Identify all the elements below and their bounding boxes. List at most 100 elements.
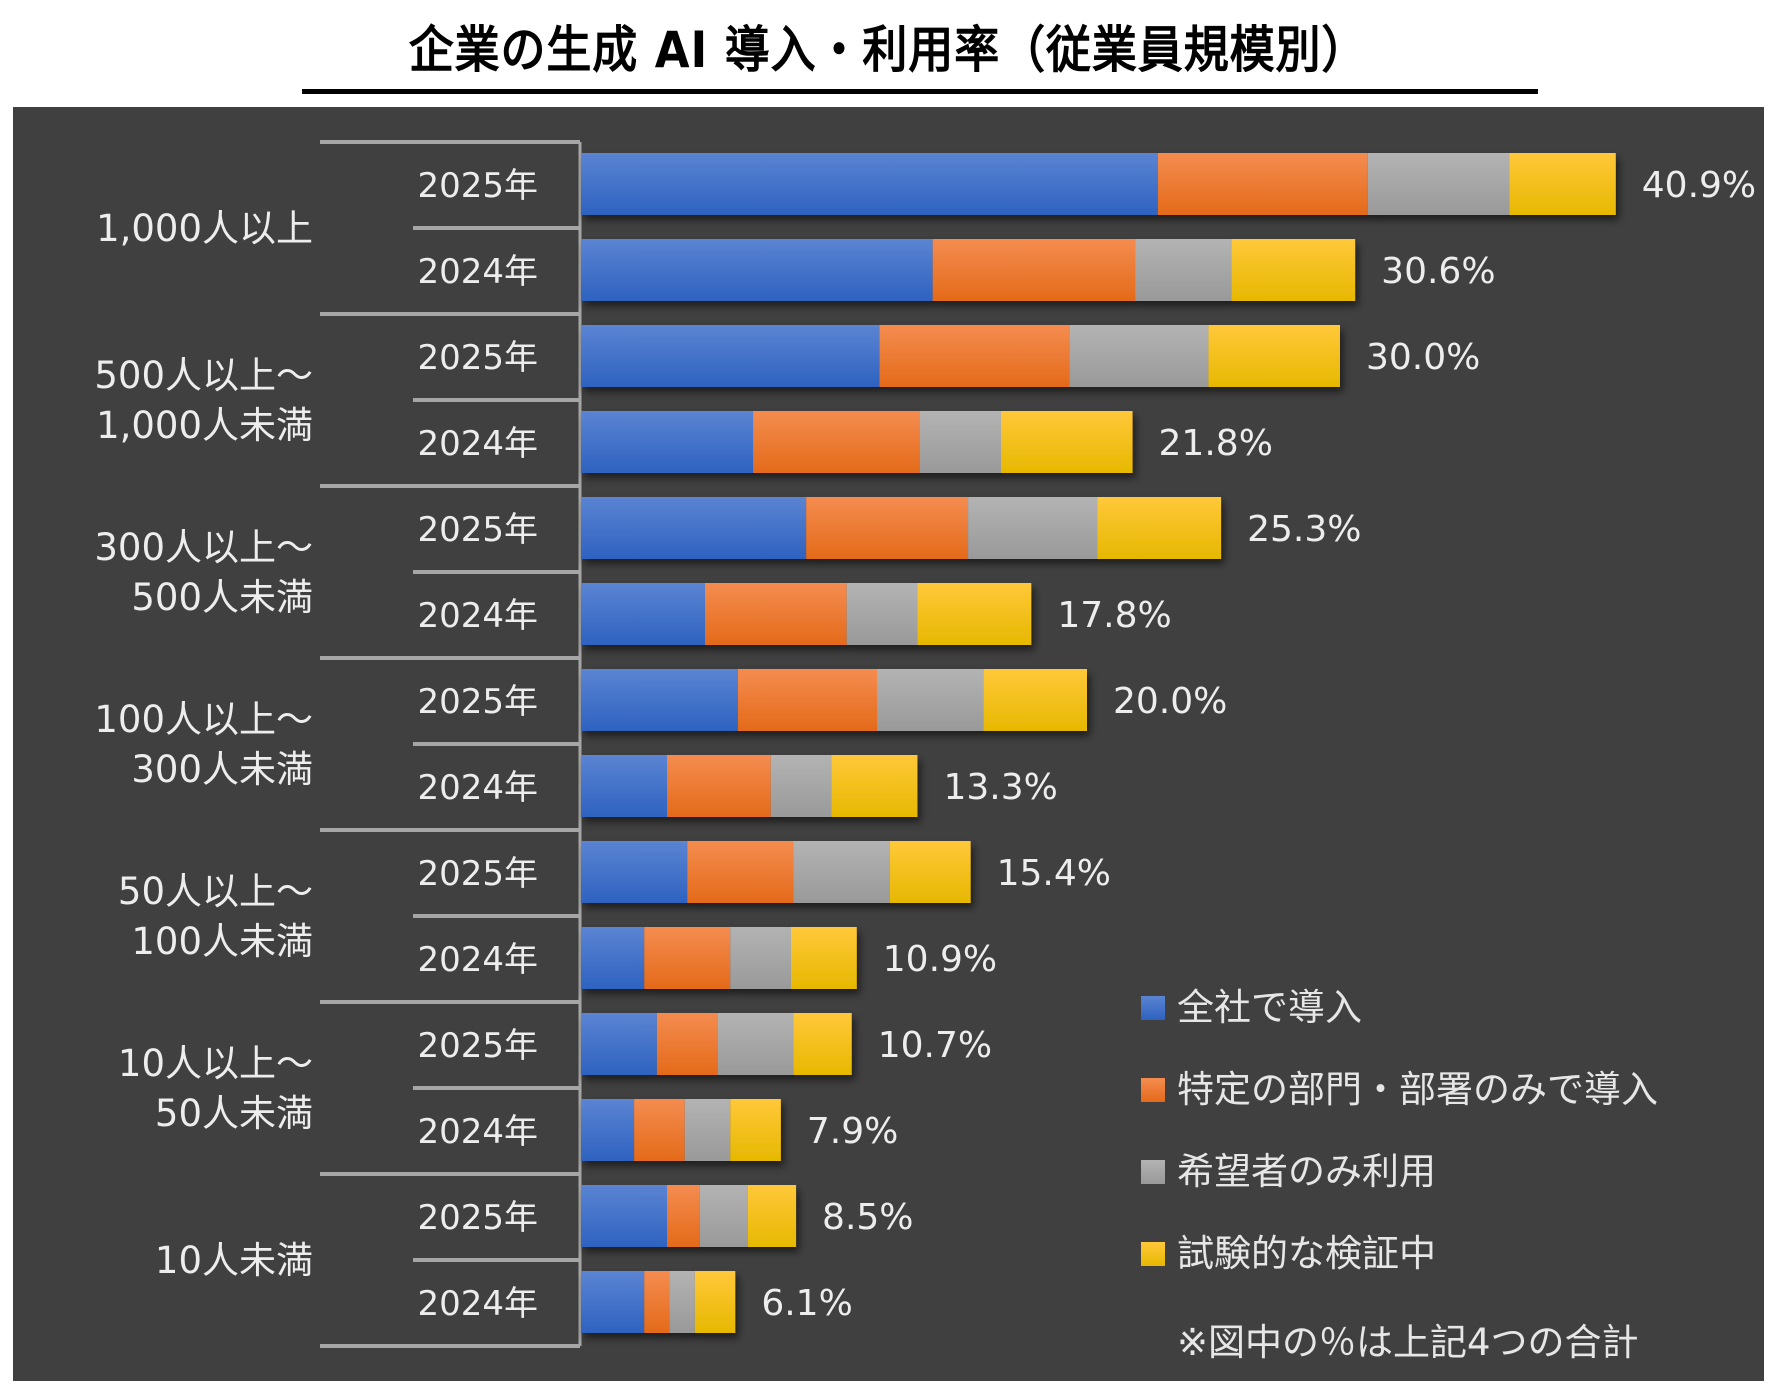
bar-segment-2 <box>644 1271 670 1333</box>
group-label: 100人以上～ 300人未満 <box>94 698 313 791</box>
group-label: 500人以上～ 1,000人未満 <box>94 354 313 447</box>
bar-segment-3 <box>968 497 1098 559</box>
group-label: 50人以上～ 100人未満 <box>118 870 313 963</box>
group-label-line: 1,000人未満 <box>96 404 313 447</box>
group-label-line: 10人未満 <box>155 1239 313 1282</box>
chart-note: ※図中の％は上記4つの合計 <box>1177 1321 1639 1364</box>
legend-label: 特定の部門・部署のみで導入 <box>1177 1068 1658 1111</box>
bar-segment-2 <box>737 669 878 731</box>
bar-segment-1 <box>581 583 705 645</box>
stacked-bar <box>581 583 1032 645</box>
stacked-bar <box>581 1185 797 1247</box>
year-label: 2024年 <box>417 940 538 980</box>
legend-item-volunteers-only: 希望者のみ利用 <box>1141 1152 1436 1192</box>
bar-segment-3 <box>793 841 890 903</box>
year-label: 2024年 <box>417 1284 538 1324</box>
bar-segment-4 <box>1208 325 1340 387</box>
bar-segment-4 <box>790 927 857 989</box>
stacked-bar <box>581 153 1616 215</box>
group-label: 10人未満 <box>155 1239 313 1282</box>
bar-segment-4 <box>1097 497 1222 559</box>
bar-segment-1 <box>581 927 645 989</box>
legend-item-specific-dept: 特定の部門・部署のみで導入 <box>1141 1070 1658 1110</box>
legend-swatch-gray-icon <box>1141 1160 1165 1184</box>
chart-title: 企業の生成 AI 導入・利用率（従業員規模別） <box>408 21 1368 79</box>
bar-segment-2 <box>634 1099 685 1161</box>
bar-segment-4 <box>747 1185 797 1247</box>
year-label: 2024年 <box>417 252 538 292</box>
group-label: 1,000人以上 <box>96 207 313 250</box>
legend-swatch-orange-icon <box>1141 1078 1165 1102</box>
bar-segment-4 <box>730 1099 781 1161</box>
legend-swatch-blue-icon <box>1141 996 1165 1020</box>
bar-segment-2 <box>932 239 1136 301</box>
group-label-line: 100人以上～ <box>94 698 313 741</box>
year-label: 2025年 <box>417 1026 538 1066</box>
bar-segment-3 <box>669 1271 695 1333</box>
total-data-label: 10.7% <box>878 1025 992 1066</box>
bar-segment-1 <box>581 1271 645 1333</box>
total-data-label: 13.3% <box>943 767 1057 808</box>
legend-swatch-yellow-icon <box>1141 1242 1165 1266</box>
year-label: 2025年 <box>417 1198 538 1238</box>
bar-segment-1 <box>581 1099 635 1161</box>
legend-item-company-wide: 全社で導入 <box>1141 988 1362 1028</box>
total-data-label: 21.8% <box>1159 423 1273 464</box>
bar-segment-1 <box>581 239 933 301</box>
bar-segment-1 <box>581 669 738 731</box>
bar-segment-2 <box>644 927 731 989</box>
total-data-label: 40.9% <box>1642 165 1756 206</box>
bar-segment-2 <box>806 497 969 559</box>
title-underline <box>302 89 1538 94</box>
group-label: 300人以上～ 500人未満 <box>94 526 313 619</box>
stacked-bar <box>581 841 971 903</box>
bar-segment-1 <box>581 325 880 387</box>
stacked-bar <box>581 411 1133 473</box>
stacked-bar <box>581 669 1087 731</box>
stacked-bar <box>581 1099 781 1161</box>
bar-segment-2 <box>879 325 1070 387</box>
bar-segment-1 <box>581 411 754 473</box>
bar-segment-4 <box>1509 153 1616 215</box>
legend-label: 試験的な検証中 <box>1177 1232 1436 1275</box>
stacked-bar <box>581 1271 736 1333</box>
bar-segment-2 <box>656 1013 718 1075</box>
bar-segment-1 <box>581 1185 668 1247</box>
year-label: 2024年 <box>417 1112 538 1152</box>
total-data-label: 25.3% <box>1247 509 1361 550</box>
group-label-line: 100人未満 <box>131 920 313 963</box>
total-data-label: 20.0% <box>1113 681 1227 722</box>
bar-segment-2 <box>704 583 847 645</box>
total-data-label: 6.1% <box>761 1283 852 1324</box>
bar-segment-2 <box>667 755 771 817</box>
bar-segment-3 <box>846 583 918 645</box>
total-data-label: 30.0% <box>1366 337 1480 378</box>
bar-segment-4 <box>1231 239 1356 301</box>
legend-label: 全社で導入 <box>1177 986 1362 1029</box>
year-label: 2024年 <box>417 596 538 636</box>
group-label-line: 50人以上～ <box>118 870 313 913</box>
legend-label: 希望者のみ利用 <box>1177 1150 1436 1193</box>
stacked-bar <box>581 1013 852 1075</box>
bar-segment-3 <box>1135 239 1232 301</box>
total-data-label: 30.6% <box>1381 251 1495 292</box>
bar-segment-1 <box>581 755 668 817</box>
stacked-bar <box>581 927 857 989</box>
bar-segment-3 <box>920 411 1001 473</box>
year-label: 2025年 <box>417 682 538 722</box>
bar-segment-3 <box>684 1099 731 1161</box>
bar-segment-3 <box>1069 325 1209 387</box>
bar-segment-1 <box>581 841 688 903</box>
bar-segment-3 <box>1367 153 1510 215</box>
year-label: 2025年 <box>417 854 538 894</box>
total-data-label: 17.8% <box>1057 595 1171 636</box>
group-label-line: 300人未満 <box>131 748 313 791</box>
year-label: 2025年 <box>417 338 538 378</box>
bar-segment-4 <box>917 583 1032 645</box>
total-data-label: 10.9% <box>883 939 997 980</box>
bar-segment-4 <box>983 669 1087 731</box>
bar-segment-3 <box>770 755 832 817</box>
legend-item-trial: 試験的な検証中 <box>1141 1234 1436 1274</box>
bar-segment-3 <box>717 1013 794 1075</box>
